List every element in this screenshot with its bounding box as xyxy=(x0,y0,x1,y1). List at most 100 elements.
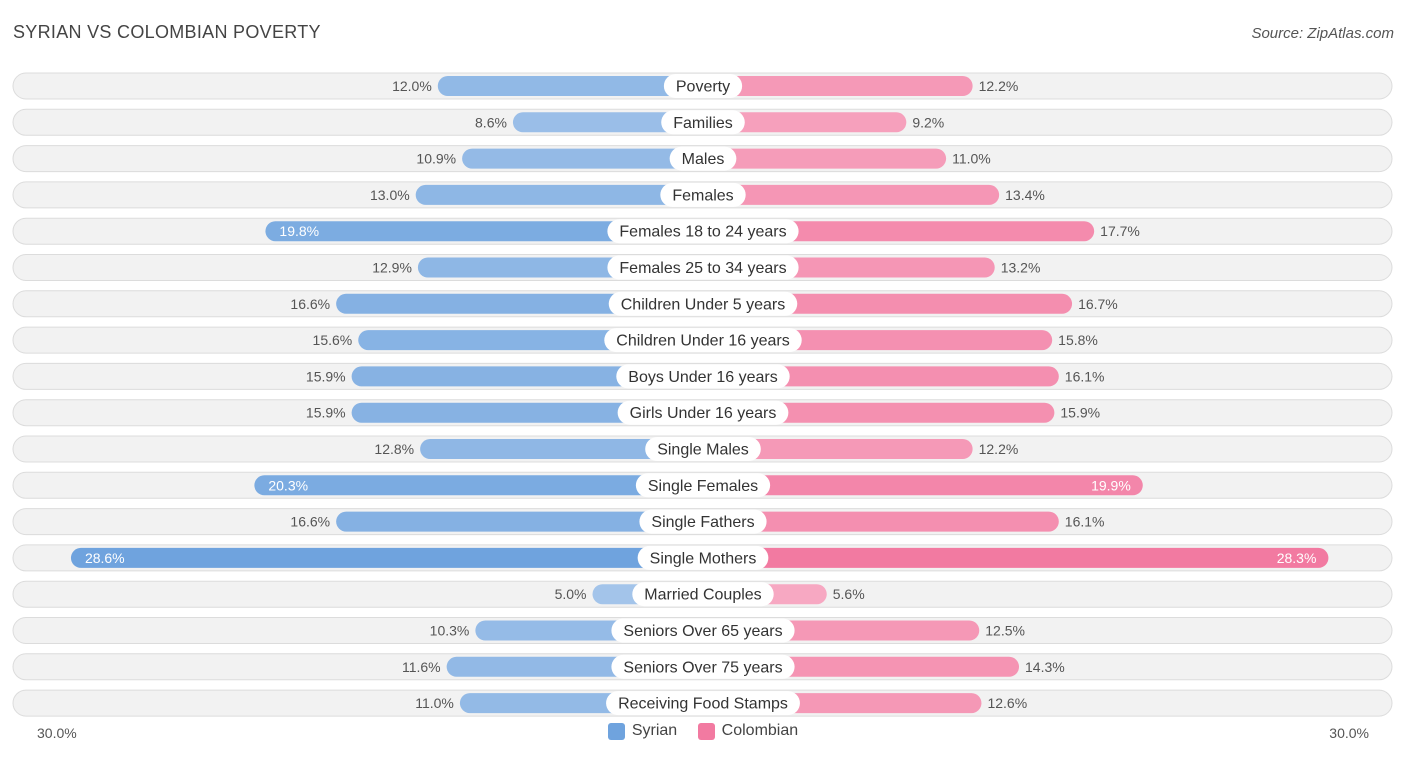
value-label-syrian: 16.6% xyxy=(290,514,330,530)
category-pill xyxy=(611,618,795,643)
value-label-syrian: 11.6% xyxy=(402,659,441,675)
value-label-colombian: 16.7% xyxy=(1078,296,1118,312)
category-label: Females 25 to 34 years xyxy=(619,260,786,277)
legend-swatch-colombian xyxy=(697,722,715,740)
legend-label-syrian: Syrian xyxy=(631,722,678,739)
value-label-syrian: 10.9% xyxy=(416,151,456,167)
category-label: Single Fathers xyxy=(651,514,754,531)
chart-row: Females 18 to 24 years 19.8% 17.7% xyxy=(12,217,1393,245)
value-label-syrian: 28.6% xyxy=(85,550,125,566)
value-label-colombian: 12.2% xyxy=(979,441,1019,457)
value-label-colombian: 9.2% xyxy=(912,114,944,130)
chart-row: Receiving Food Stamps 11.0% 12.6% xyxy=(12,689,1393,717)
category-pill xyxy=(606,691,800,716)
category-label: Females 18 to 24 years xyxy=(619,224,786,241)
category-label: Poverty xyxy=(676,79,730,96)
value-label-syrian: 20.3% xyxy=(268,477,308,493)
value-label-colombian: 15.8% xyxy=(1058,332,1098,348)
value-label-syrian: 5.0% xyxy=(555,586,587,602)
chart-row: Poverty 12.0% 12.2% xyxy=(12,72,1393,100)
bar-colombian xyxy=(703,112,907,133)
bar-colombian xyxy=(703,221,1095,242)
category-pill xyxy=(607,255,799,280)
chart-row: Married Couples 5.0% 5.6% xyxy=(12,580,1393,608)
value-label-colombian: 11.0% xyxy=(952,151,991,167)
legend: Syrian Colombian xyxy=(0,722,1406,745)
value-label-colombian: 5.6% xyxy=(833,586,865,602)
bar-syrian xyxy=(415,184,703,205)
bar-chart: Poverty 12.0% 12.2% Families 8.6% 9.2% Males 10… xyxy=(12,72,1393,717)
category-label: Girls Under 16 years xyxy=(630,405,777,422)
value-label-colombian: 14.3% xyxy=(1025,659,1065,675)
chart-row: Single Fathers 16.6% 16.1% xyxy=(12,508,1393,536)
source-label: Source: ZipAtlas.com xyxy=(1251,25,1394,42)
value-label-syrian: 19.8% xyxy=(279,223,319,239)
bar-syrian xyxy=(70,547,703,568)
value-label-colombian: 13.2% xyxy=(1001,260,1041,276)
bar-colombian xyxy=(703,439,973,459)
chart-row: Families 8.6% 9.2% xyxy=(12,108,1393,136)
bar-colombian xyxy=(703,76,973,96)
value-label-colombian: 12.2% xyxy=(979,78,1019,94)
category-pill xyxy=(608,291,798,316)
chart-row: Single Males 12.8% 12.2% xyxy=(12,435,1393,463)
chart-row: Females 13.0% 13.4% xyxy=(12,181,1393,209)
value-label-colombian: 17.7% xyxy=(1100,223,1140,239)
category-label: Females xyxy=(672,187,733,204)
value-label-colombian: 16.1% xyxy=(1065,514,1105,530)
value-label-syrian: 8.6% xyxy=(475,114,507,130)
category-label: Receiving Food Stamps xyxy=(618,696,788,713)
bar-colombian xyxy=(703,547,1329,568)
legend-swatch-syrian xyxy=(607,722,625,740)
category-pill xyxy=(607,219,799,244)
bar-syrian xyxy=(437,76,703,96)
category-label: Seniors Over 65 years xyxy=(623,623,782,640)
legend-item-colombian[interactable]: Colombian xyxy=(697,722,799,740)
category-pill xyxy=(669,146,737,171)
category-label: Boys Under 16 years xyxy=(628,369,777,386)
bar-syrian xyxy=(254,475,703,496)
category-pill xyxy=(616,364,790,389)
value-label-syrian: 10.3% xyxy=(430,623,470,639)
category-label: Seniors Over 75 years xyxy=(623,659,782,676)
value-label-syrian: 11.0% xyxy=(415,695,454,711)
chart-row: Boys Under 16 years 15.9% 16.1% xyxy=(12,362,1393,390)
category-pill xyxy=(637,545,769,570)
category-label: Single Females xyxy=(648,478,758,495)
chart-row: Males 10.9% 11.0% xyxy=(12,145,1393,173)
bar-syrian xyxy=(351,402,703,423)
legend-item-syrian[interactable]: Syrian xyxy=(607,722,678,740)
bar-syrian xyxy=(420,439,703,459)
axis-right-label: 30.0% xyxy=(1329,725,1369,741)
value-label-colombian: 15.9% xyxy=(1060,405,1100,421)
value-label-syrian: 15.6% xyxy=(313,332,353,348)
legend-label-colombian: Colombian xyxy=(721,722,799,739)
value-label-syrian: 16.6% xyxy=(290,296,330,312)
category-pill xyxy=(660,182,746,207)
bar-colombian xyxy=(703,148,947,169)
value-label-syrian: 12.9% xyxy=(372,260,412,276)
category-pill xyxy=(663,74,743,98)
category-pill xyxy=(661,110,745,135)
chart-title: SYRIAN VS COLOMBIAN POVERTY xyxy=(13,22,321,42)
bar-syrian xyxy=(336,511,703,532)
category-label: Single Mothers xyxy=(650,550,757,567)
value-label-syrian: 12.0% xyxy=(392,78,432,94)
value-label-syrian: 15.9% xyxy=(306,368,346,384)
value-label-colombian: 12.5% xyxy=(985,623,1025,639)
chart-row: Single Females 20.3% 19.9% xyxy=(12,471,1393,499)
value-label-colombian: 28.3% xyxy=(1277,550,1317,566)
bar-colombian xyxy=(703,402,1055,423)
axis-left-label: 30.0% xyxy=(37,725,77,741)
category-label: Single Males xyxy=(657,442,749,459)
bar-syrian xyxy=(265,221,703,242)
bar-syrian xyxy=(462,148,703,169)
category-pill xyxy=(645,437,761,461)
category-label: Males xyxy=(682,151,725,168)
category-label: Families xyxy=(673,115,733,132)
value-label-syrian: 12.8% xyxy=(374,441,414,457)
bar-syrian xyxy=(512,112,703,133)
category-pill xyxy=(604,328,802,353)
value-label-colombian: 19.9% xyxy=(1091,477,1131,493)
value-label-colombian: 12.6% xyxy=(987,695,1027,711)
